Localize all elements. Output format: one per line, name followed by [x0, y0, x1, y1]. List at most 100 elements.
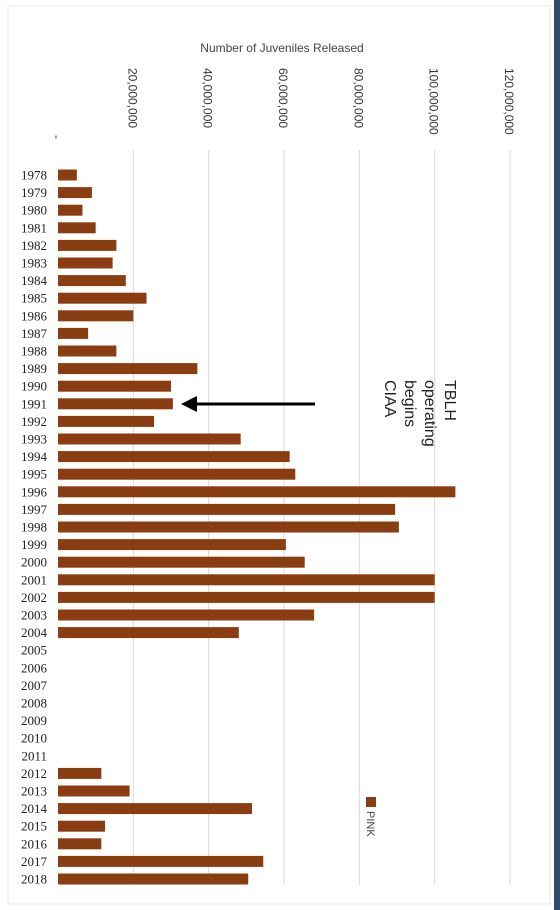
- category-label: 1982: [21, 238, 47, 253]
- category-label: 1998: [21, 520, 47, 535]
- category-label: 2004: [21, 625, 48, 640]
- category-label: 1980: [21, 203, 47, 218]
- category-label: 1997: [21, 502, 48, 517]
- category-label: 1987: [21, 326, 48, 341]
- bar: [58, 345, 117, 357]
- chart-title: Number of Juveniles Released: [200, 41, 363, 55]
- bar: [58, 363, 198, 375]
- bar: [58, 521, 399, 533]
- bar: [58, 257, 113, 269]
- bar: [58, 820, 106, 832]
- bar: [58, 380, 171, 392]
- bar: [58, 785, 130, 797]
- category-label: 1989: [21, 361, 47, 376]
- category-label: 1983: [21, 256, 47, 271]
- category-label: 2003: [21, 608, 47, 623]
- bar: [58, 187, 92, 199]
- bar: [58, 574, 435, 586]
- bar: [58, 486, 456, 498]
- category-label: 1991: [21, 396, 47, 411]
- category-label: 2007: [21, 678, 48, 693]
- bar: [58, 855, 264, 867]
- bar: [58, 803, 252, 815]
- category-label: 2008: [21, 696, 47, 711]
- category-label: 1994: [21, 449, 48, 464]
- bar: [58, 204, 83, 216]
- gridlines: [132, 150, 511, 885]
- annotation-line: operating: [421, 380, 438, 447]
- category-label: 1993: [21, 432, 47, 447]
- bar: [58, 539, 286, 551]
- category-label: 2015: [21, 819, 47, 834]
- x-tick-label: 40,000,000: [201, 68, 215, 128]
- category-label: 2006: [21, 660, 48, 675]
- category-label: 1986: [21, 308, 48, 323]
- annotation-line: CIAA: [381, 380, 398, 418]
- bar: [58, 239, 117, 251]
- axis-tick-labels: - 20,000,000 40,000,000 60,000,000 80,000,00…: [50, 68, 516, 139]
- category-label: 2016: [21, 836, 48, 851]
- category-label: 2011: [21, 748, 47, 763]
- bar: [58, 415, 155, 427]
- legend: PINK: [364, 797, 376, 837]
- bars: [58, 169, 456, 885]
- bar: [58, 222, 96, 234]
- x-tick-label: 60,000,000: [276, 68, 290, 128]
- category-label: 2012: [21, 766, 47, 781]
- category-label: 2009: [21, 713, 47, 728]
- annotation-text: CIAA begins operating TBLH: [381, 380, 458, 447]
- category-label: 2001: [21, 572, 47, 587]
- x-tick-label: 120,000,000: [502, 68, 516, 135]
- category-label: 1978: [21, 168, 47, 183]
- category-label: 2017: [21, 854, 48, 869]
- category-label: 1988: [21, 344, 47, 359]
- bar: [58, 169, 77, 181]
- x-tick-label: 20,000,000: [125, 68, 139, 128]
- bar: [58, 398, 173, 410]
- annotation-line: begins: [401, 380, 418, 427]
- category-label: 2005: [21, 643, 47, 658]
- annotation-arrow-head: [181, 396, 197, 412]
- legend-label-pink: PINK: [364, 811, 376, 837]
- x-tick-label: 80,000,000: [351, 68, 365, 128]
- category-label: 2000: [21, 555, 47, 570]
- bar: [58, 468, 296, 480]
- annotation: CIAA begins operating TBLH: [181, 380, 458, 447]
- chart-border: [7, 5, 551, 905]
- category-label: 1995: [21, 467, 47, 482]
- category-label: 2010: [21, 731, 47, 746]
- legend-swatch-pink: [366, 797, 376, 807]
- bar: [58, 591, 435, 603]
- bar: [58, 292, 147, 304]
- bar: [58, 275, 126, 287]
- category-labels: 1978 1979 1980 1981 1982 1983 1984 1985 1986 1987…: [21, 168, 48, 887]
- bar: [58, 838, 102, 850]
- category-label: 1992: [21, 414, 47, 429]
- annotation-line: TBLH: [441, 380, 458, 421]
- bar: [58, 433, 241, 445]
- category-label: 1984: [21, 273, 48, 288]
- category-label: 1985: [21, 291, 47, 306]
- x-tick-label: -: [50, 135, 64, 139]
- slide-frame-edge: [554, 0, 560, 910]
- bar: [58, 627, 239, 639]
- bar: [58, 310, 134, 322]
- bar: [58, 767, 102, 779]
- category-label: 1999: [21, 537, 47, 552]
- category-label: 2002: [21, 590, 47, 605]
- category-label: 2018: [21, 872, 47, 887]
- bar: [58, 327, 89, 339]
- x-tick-label: 100,000,000: [427, 68, 441, 135]
- bar: [58, 503, 396, 515]
- category-label: 1981: [21, 220, 47, 235]
- category-label: 1990: [21, 379, 47, 394]
- bar: [58, 609, 315, 621]
- category-label: 1996: [21, 484, 48, 499]
- bar: [58, 873, 249, 885]
- bar: [58, 556, 305, 568]
- category-label: 1979: [21, 185, 47, 200]
- bar: [58, 451, 290, 463]
- category-label: 2014: [21, 801, 48, 816]
